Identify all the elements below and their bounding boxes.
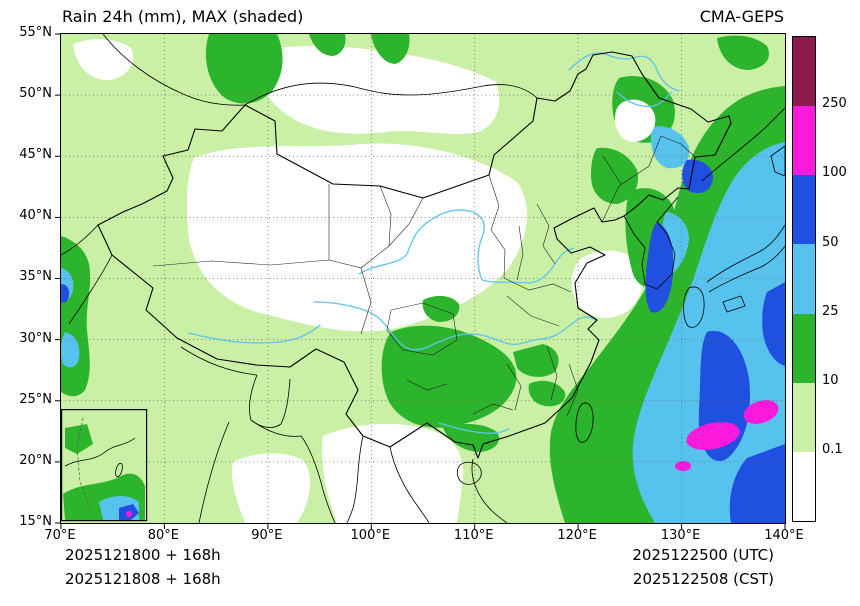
colorbar-level-label: 0.1: [822, 442, 843, 457]
lat-tick-label: 35°N: [19, 269, 52, 284]
lat-tick-label: 45°N: [19, 147, 52, 162]
colorbar-segment: [793, 37, 815, 107]
colorbar-segment: [793, 244, 815, 314]
lon-tick-label: 80°E: [147, 528, 180, 543]
model-label: CMA-GEPS: [699, 7, 784, 26]
lon-tick-label: 70°E: [44, 528, 76, 543]
lon-tick-label: 90°E: [251, 528, 283, 543]
colorbar-level-label: 100: [822, 165, 847, 180]
lon-tick-label: 110°E: [453, 528, 494, 543]
country-borders: [61, 34, 785, 523]
precip-shading: [61, 34, 785, 523]
rivers: [188, 52, 680, 434]
footer-row-2: 2025121808 + 168h 2025122508 (CST): [60, 570, 784, 590]
colorbar-segment: [793, 451, 815, 521]
axis-ticks: [55, 33, 786, 529]
valid-time-utc: 2025122500 (UTC): [632, 546, 774, 564]
colorbar-segment: [793, 313, 815, 383]
colorbar-level-label: 250: [822, 96, 847, 111]
footer-row-1: 2025121800 + 168h 2025122500 (UTC): [60, 546, 784, 566]
page-title: Rain 24h (mm), MAX (shaded): [62, 7, 304, 26]
colorbar-level-label: 25: [822, 304, 839, 319]
map-plot: [55, 33, 786, 529]
longitude-axis: 70°E 80°E 90°E 100°E 110°E 120°E 130°E 1…: [44, 528, 803, 546]
lon-tick-label: 130°E: [660, 528, 701, 543]
lat-tick-label: 50°N: [19, 86, 52, 101]
province-borders: [152, 135, 696, 417]
lon-tick-label: 140°E: [764, 528, 804, 543]
colorbar-segment: [793, 106, 815, 176]
lon-tick-label: 120°E: [557, 528, 597, 543]
lat-tick-label: 30°N: [19, 331, 52, 346]
colorbar-level-label: 10: [822, 373, 839, 388]
latitude-axis: 55°N 50°N 45°N 40°N 35°N 30°N 25°N 20°N …: [0, 25, 56, 529]
valid-time-cst: 2025122508 (CST): [632, 570, 774, 588]
lat-tick-label: 25°N: [19, 392, 52, 407]
colorbar-level-label: 50: [822, 235, 839, 250]
scs-inset: [61, 409, 148, 522]
lat-tick-label: 55°N: [19, 25, 52, 40]
china-boundary: [97, 51, 732, 459]
init-time-utc: 2025121800 + 168h: [65, 546, 221, 564]
init-time-cst: 2025121808 + 168h: [65, 570, 221, 588]
colorbar: [792, 36, 816, 522]
colorbar-segment: [793, 382, 815, 452]
colorbar-segment: [793, 175, 815, 245]
lon-tick-label: 100°E: [350, 528, 391, 543]
lat-tick-label: 15°N: [19, 514, 52, 529]
lat-tick-label: 40°N: [19, 208, 52, 223]
precipitation-map: [55, 33, 786, 529]
lat-tick-label: 20°N: [19, 453, 52, 468]
